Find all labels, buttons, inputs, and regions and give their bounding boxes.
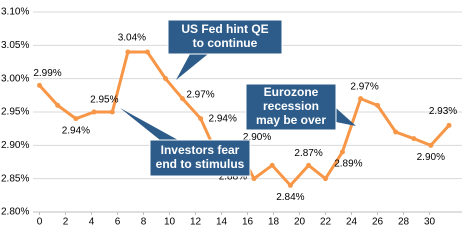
x-tick-label: 26 <box>372 217 384 228</box>
x-tick-label: 20 <box>294 217 306 228</box>
callout-text: end to stimulus <box>156 157 245 171</box>
y-tick-label: 3.05% <box>1 40 29 51</box>
point <box>323 176 328 182</box>
data-label: 2.94% <box>62 125 90 136</box>
callout-box <box>167 19 283 55</box>
point <box>428 142 434 148</box>
point <box>180 96 185 102</box>
point <box>125 49 131 55</box>
point <box>163 76 169 82</box>
y-tick-label: 2.95% <box>1 107 29 118</box>
point <box>73 116 79 122</box>
callout-pointer <box>176 54 208 80</box>
callout-text: to continue <box>193 36 258 50</box>
x-tick-label: 18 <box>268 217 280 228</box>
x-tick-label: 0 <box>37 217 43 228</box>
y-tick-label: 3.10% <box>1 7 29 18</box>
callout-box <box>149 139 251 177</box>
callout-text: may be over <box>256 113 326 127</box>
point <box>251 176 257 182</box>
data-label: 2.84% <box>276 192 304 203</box>
point <box>287 182 293 188</box>
data-label: 2.94% <box>209 113 237 124</box>
data-label: 2.93% <box>429 106 457 117</box>
x-tick-label: 8 <box>141 217 147 228</box>
callout-text: Eurozone <box>264 85 319 99</box>
y-tick-label: 2.85% <box>1 173 29 184</box>
x-tick-label: 4 <box>89 217 95 228</box>
x-tick-label: 10 <box>164 217 176 228</box>
x-tick-label: 30 <box>424 217 436 228</box>
x-tick-label: 16 <box>242 217 254 228</box>
callout-text: recession <box>263 99 319 113</box>
point <box>393 129 399 135</box>
y-tick-label: 2.90% <box>1 140 29 151</box>
data-label: 2.97% <box>350 81 378 92</box>
x-tick-label: 14 <box>216 217 228 228</box>
point <box>144 49 150 55</box>
data-label: 3.04% <box>118 33 146 44</box>
point <box>306 162 312 168</box>
x-tick-label: 28 <box>398 217 410 228</box>
point <box>411 136 417 142</box>
x-tick-label: 2 <box>63 217 69 228</box>
point <box>198 116 204 122</box>
point <box>446 122 452 128</box>
data-label: 2.89% <box>334 159 362 170</box>
callout-text: US Fed hint QE <box>181 22 268 36</box>
data-label: 2.95% <box>90 95 118 106</box>
point <box>91 109 97 115</box>
point <box>339 149 345 155</box>
callout-box <box>245 83 337 131</box>
y-tick-label: 2.80% <box>1 207 29 218</box>
y-tick-label: 3.00% <box>1 73 29 84</box>
point <box>375 102 380 108</box>
point <box>109 109 115 115</box>
callout-text: Investors fear <box>161 143 240 157</box>
data-label: 2.97% <box>186 89 214 100</box>
data-label: 2.88% <box>219 171 247 182</box>
x-tick-label: 22 <box>320 217 332 228</box>
data-label: 2.87% <box>294 148 322 159</box>
x-tick-label: 24 <box>346 217 358 228</box>
data-label: 2.99% <box>33 68 61 79</box>
point <box>269 162 275 168</box>
chart: 2.80%2.85%2.90%2.95%3.00%3.05%3.10%0 2 4 6 8… <box>1 7 462 228</box>
point <box>37 82 42 88</box>
x-tick-label: 12 <box>190 217 202 228</box>
point <box>358 96 364 102</box>
point <box>55 102 61 108</box>
callout-pointer <box>336 108 356 126</box>
callout-pointer <box>120 108 178 140</box>
x-tick-label: 6 <box>115 217 121 228</box>
data-label: 2.90% <box>243 132 271 143</box>
data-label: 2.90% <box>417 152 445 163</box>
